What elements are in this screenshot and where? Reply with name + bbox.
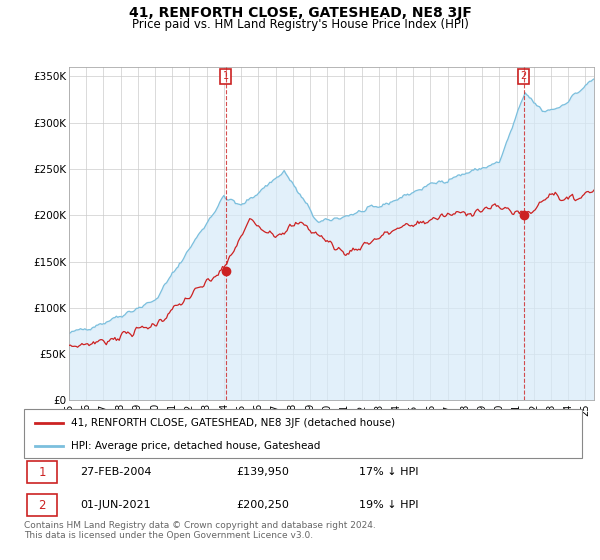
Text: HPI: Average price, detached house, Gateshead: HPI: Average price, detached house, Gate… [71,441,321,451]
Text: 41, RENFORTH CLOSE, GATESHEAD, NE8 3JF (detached house): 41, RENFORTH CLOSE, GATESHEAD, NE8 3JF (… [71,418,395,428]
FancyBboxPatch shape [24,409,582,458]
Text: 27-FEB-2004: 27-FEB-2004 [80,467,151,477]
Text: Contains HM Land Registry data © Crown copyright and database right 2024.
This d: Contains HM Land Registry data © Crown c… [24,521,376,540]
Text: Price paid vs. HM Land Registry's House Price Index (HPI): Price paid vs. HM Land Registry's House … [131,18,469,31]
Text: £139,950: £139,950 [236,467,289,477]
Text: 2: 2 [38,498,46,512]
Text: 2: 2 [521,72,527,81]
Text: 01-JUN-2021: 01-JUN-2021 [80,500,151,510]
Text: 1: 1 [38,465,46,479]
Text: 41, RENFORTH CLOSE, GATESHEAD, NE8 3JF: 41, RENFORTH CLOSE, GATESHEAD, NE8 3JF [128,6,472,20]
FancyBboxPatch shape [27,461,58,483]
Text: 19% ↓ HPI: 19% ↓ HPI [359,500,418,510]
FancyBboxPatch shape [27,494,58,516]
Text: 1: 1 [223,72,229,81]
Text: 17% ↓ HPI: 17% ↓ HPI [359,467,418,477]
Text: £200,250: £200,250 [236,500,289,510]
